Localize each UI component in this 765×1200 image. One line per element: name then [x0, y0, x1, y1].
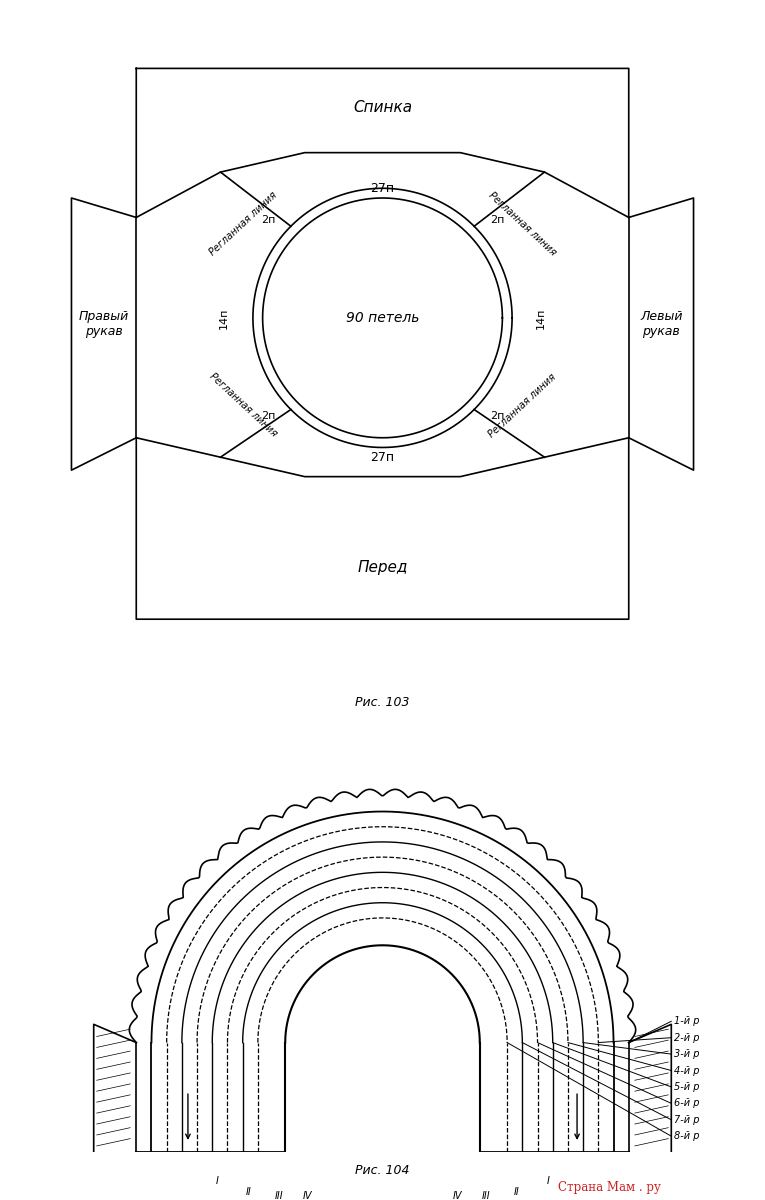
Text: 90 петель: 90 петель	[346, 311, 419, 325]
Text: 2п: 2п	[261, 412, 275, 421]
Text: 14п: 14п	[219, 307, 229, 329]
Text: Регланная линия: Регланная линия	[486, 190, 558, 258]
Text: Перед: Перед	[357, 560, 408, 575]
Text: 14п: 14п	[536, 307, 546, 329]
Text: Рис. 104: Рис. 104	[355, 1164, 410, 1176]
Text: III: III	[482, 1192, 490, 1200]
Text: Рис. 103: Рис. 103	[355, 696, 410, 708]
Text: 4-й р: 4-й р	[674, 1066, 700, 1075]
Text: IV: IV	[303, 1190, 313, 1200]
Text: Регланная линия: Регланная линия	[207, 372, 279, 439]
Text: 3-й р: 3-й р	[674, 1049, 700, 1060]
Text: 2п: 2п	[490, 412, 504, 421]
Text: III: III	[275, 1192, 283, 1200]
Text: Левый
рукав: Левый рукав	[640, 311, 682, 338]
Text: 27п: 27п	[370, 181, 395, 194]
Text: 2п: 2п	[261, 215, 275, 224]
Text: 7-й р: 7-й р	[674, 1115, 700, 1124]
Text: I: I	[546, 1176, 549, 1187]
Text: I: I	[216, 1176, 219, 1187]
Text: II: II	[514, 1187, 519, 1196]
Text: 2п: 2п	[490, 215, 504, 224]
Text: 2-й р: 2-й р	[674, 1033, 700, 1043]
Text: 8-й р: 8-й р	[674, 1132, 700, 1141]
Text: 1-й р: 1-й р	[674, 1016, 700, 1026]
Text: Регланная линия: Регланная линия	[207, 190, 279, 258]
Text: 5-й р: 5-й р	[674, 1082, 700, 1092]
Text: 27п: 27п	[370, 451, 395, 463]
Text: 6-й р: 6-й р	[674, 1098, 700, 1109]
Text: Страна Мам . ру: Страна Мам . ру	[558, 1181, 661, 1194]
Text: II: II	[246, 1187, 251, 1196]
Text: Спинка: Спинка	[353, 100, 412, 115]
Text: IV: IV	[452, 1190, 462, 1200]
Text: Правый
рукав: Правый рукав	[79, 311, 129, 338]
Text: Регланная линия: Регланная линия	[486, 372, 558, 439]
